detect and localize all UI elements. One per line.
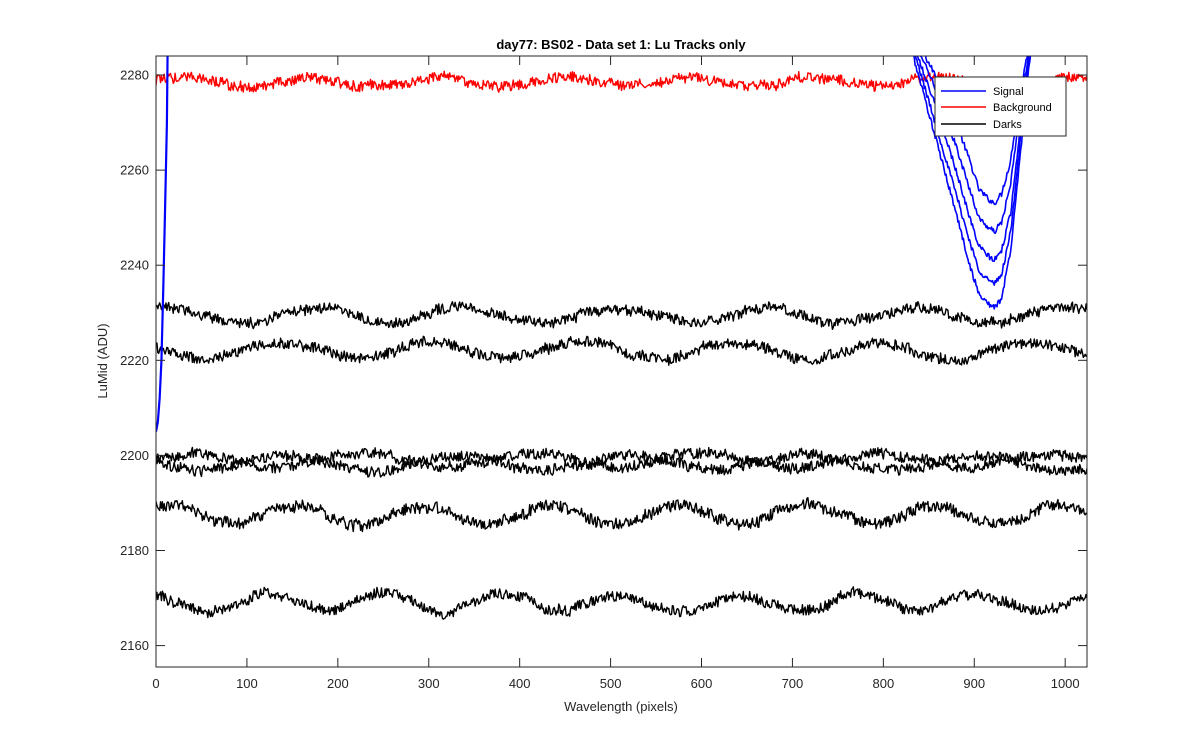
x-tick-label-600: 600 bbox=[691, 676, 713, 691]
y-axis-label: LuMid (ADU) bbox=[95, 323, 110, 398]
y-tick-label-2180: 2180 bbox=[120, 543, 149, 558]
series-line-signal-3 bbox=[916, 56, 1031, 263]
x-tick-label-300: 300 bbox=[418, 676, 440, 691]
series-line-dark-3 bbox=[156, 446, 1087, 475]
chart-title: day77: BS02 - Data set 1: Lu Tracks only bbox=[496, 37, 746, 52]
y-tick-label-2260: 2260 bbox=[120, 163, 149, 178]
legend: Signal Background Darks bbox=[934, 76, 1067, 137]
legend-label-signal: Signal bbox=[993, 86, 1024, 98]
x-tick-label-400: 400 bbox=[509, 676, 531, 691]
y-tick-label-2160: 2160 bbox=[120, 638, 149, 653]
series-line-dark-1 bbox=[156, 300, 1087, 331]
series-line-signal-5 bbox=[912, 56, 1032, 310]
series-line-dark-6 bbox=[156, 586, 1087, 620]
series-line-signal-rise bbox=[156, 56, 169, 432]
x-axis-label: Wavelength (pixels) bbox=[564, 699, 678, 714]
y-tick-label-2240: 2240 bbox=[120, 258, 149, 273]
x-tick-label-900: 900 bbox=[963, 676, 985, 691]
legend-label-background: Background bbox=[993, 102, 1052, 114]
x-tick-label-100: 100 bbox=[236, 676, 258, 691]
legend-label-darks: Darks bbox=[993, 119, 1022, 131]
series-layer bbox=[156, 56, 1087, 620]
y-tick-label-2220: 2220 bbox=[120, 353, 149, 368]
plot-area-frame bbox=[155, 55, 1088, 668]
series-line-dark-5 bbox=[156, 497, 1087, 533]
series-line-signal-4 bbox=[914, 56, 1031, 286]
tick-layer: 0 100 200 300 400 500 600 700 800 900 1000 2160 2180… bbox=[120, 56, 1087, 691]
series-line-dark-2 bbox=[156, 335, 1087, 366]
y-tick-label-2200: 2200 bbox=[120, 448, 149, 463]
plot-area-background bbox=[156, 56, 1087, 667]
x-tick-label-200: 200 bbox=[327, 676, 349, 691]
x-tick-label-1000: 1000 bbox=[1051, 676, 1080, 691]
x-tick-label-0: 0 bbox=[152, 676, 159, 691]
x-tick-label-500: 500 bbox=[600, 676, 622, 691]
x-tick-label-800: 800 bbox=[872, 676, 894, 691]
series-line-dark-4 bbox=[156, 447, 1087, 478]
x-tick-label-700: 700 bbox=[782, 676, 804, 691]
y-tick-label-2280: 2280 bbox=[120, 68, 149, 83]
